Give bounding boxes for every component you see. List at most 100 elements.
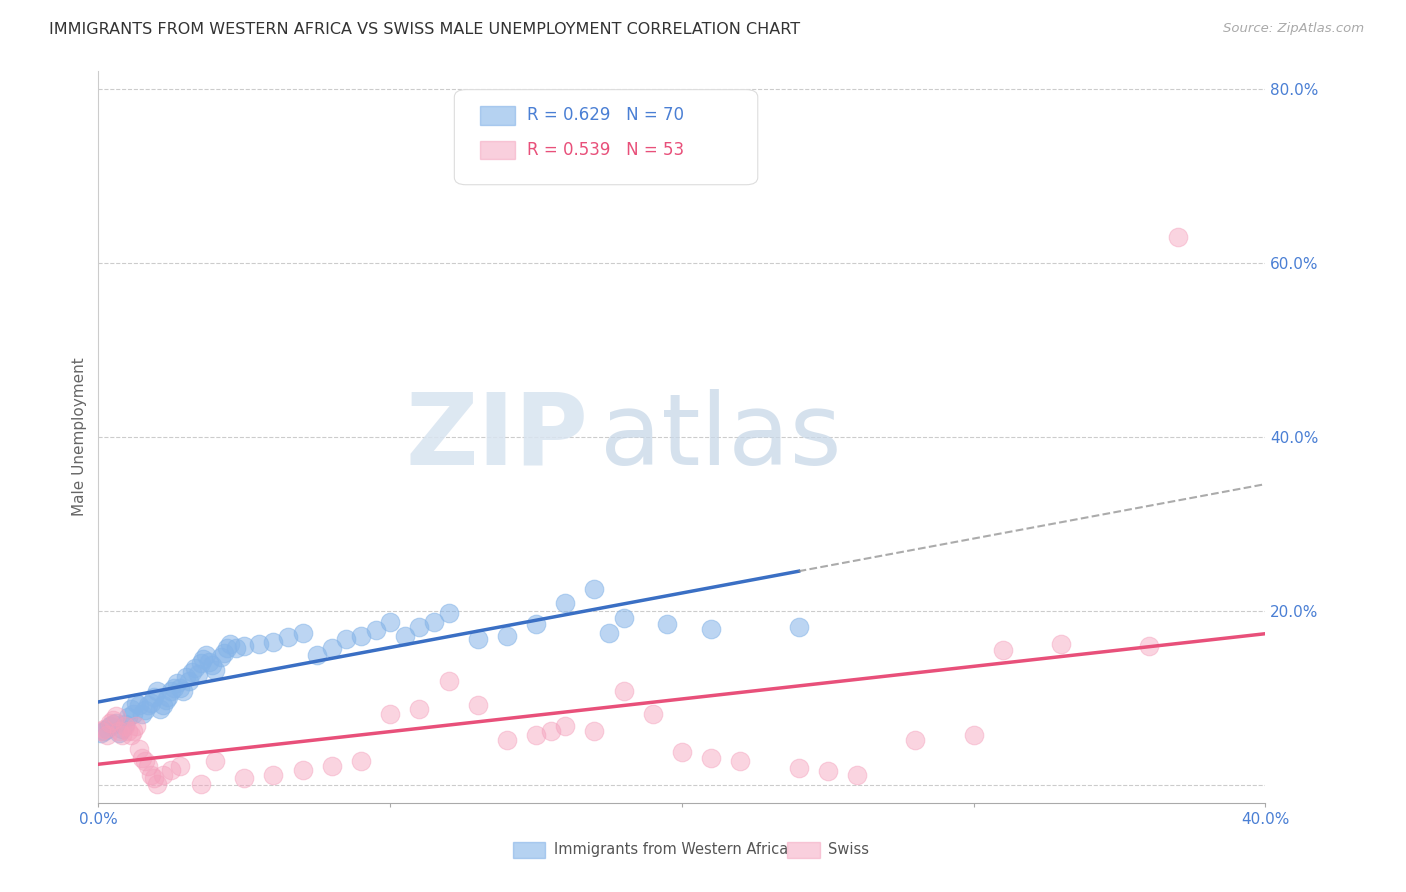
Point [101, 713, 124, 727]
Point [380, 615, 402, 629]
Point [225, 640, 247, 655]
Point [817, 764, 839, 779]
Point [93, 724, 115, 739]
Point [146, 777, 169, 791]
Point [233, 639, 256, 653]
Point [641, 706, 664, 721]
Point [169, 681, 191, 695]
Point [146, 684, 169, 698]
FancyBboxPatch shape [787, 841, 820, 858]
Point [131, 706, 153, 721]
Point [350, 629, 373, 643]
Point [962, 728, 984, 742]
Point [136, 698, 159, 713]
Point [134, 704, 156, 718]
Point [787, 761, 810, 775]
Point [846, 768, 869, 782]
FancyBboxPatch shape [479, 141, 515, 159]
Point [195, 648, 218, 662]
Point [423, 615, 446, 629]
Point [134, 754, 156, 768]
Point [321, 640, 343, 655]
Point [198, 655, 221, 669]
Point [364, 624, 387, 638]
Point [108, 726, 131, 740]
Point [408, 702, 430, 716]
Point [174, 669, 197, 683]
Y-axis label: Male Unemployment: Male Unemployment [72, 358, 87, 516]
Point [136, 759, 159, 773]
Text: R = 0.629   N = 70: R = 0.629 N = 70 [527, 106, 683, 124]
Point [177, 673, 200, 688]
Point [111, 728, 134, 742]
Point [437, 606, 460, 620]
Point [291, 626, 314, 640]
Point [160, 763, 183, 777]
Point [1050, 637, 1073, 651]
Point [380, 706, 402, 721]
Text: R = 0.539   N = 53: R = 0.539 N = 53 [527, 141, 683, 159]
Point [583, 582, 606, 597]
Point [96, 728, 118, 742]
Point [904, 733, 927, 747]
Point [131, 750, 153, 764]
Point [128, 698, 150, 713]
Point [122, 706, 145, 721]
Point [104, 708, 127, 723]
Point [671, 745, 693, 759]
Text: ZIP: ZIP [406, 389, 589, 485]
Point [321, 759, 343, 773]
Point [93, 722, 115, 736]
Point [262, 768, 284, 782]
Point [98, 715, 121, 730]
Point [496, 733, 519, 747]
Point [163, 681, 186, 695]
FancyBboxPatch shape [479, 106, 515, 125]
Point [209, 649, 232, 664]
Point [524, 617, 547, 632]
Point [233, 772, 256, 786]
Point [1137, 639, 1160, 653]
Point [117, 710, 139, 724]
Point [787, 620, 810, 634]
Point [190, 777, 212, 791]
Point [114, 717, 136, 731]
Point [730, 754, 752, 768]
Point [172, 684, 194, 698]
Point [117, 724, 139, 739]
Point [139, 696, 162, 710]
Point [190, 657, 212, 671]
Point [120, 728, 142, 742]
Point [183, 661, 205, 675]
Point [104, 715, 127, 730]
Point [583, 724, 606, 739]
Point [169, 759, 191, 773]
Point [152, 698, 174, 713]
Point [612, 611, 634, 625]
Point [212, 646, 235, 660]
Point [496, 629, 519, 643]
Point [247, 637, 270, 651]
Point [204, 754, 226, 768]
Point [291, 763, 314, 777]
Point [108, 724, 131, 739]
Point [166, 675, 188, 690]
Point [612, 684, 634, 698]
Point [215, 640, 238, 655]
Point [101, 717, 124, 731]
Text: IMMIGRANTS FROM WESTERN AFRICA VS SWISS MALE UNEMPLOYMENT CORRELATION CHART: IMMIGRANTS FROM WESTERN AFRICA VS SWISS … [49, 22, 800, 37]
Point [277, 631, 299, 645]
Text: atlas: atlas [600, 389, 842, 485]
Point [96, 722, 118, 736]
Text: Immigrants from Western Africa: Immigrants from Western Africa [554, 842, 787, 857]
Point [187, 667, 209, 681]
FancyBboxPatch shape [513, 841, 546, 858]
Point [201, 658, 224, 673]
Point [408, 620, 430, 634]
Point [437, 673, 460, 688]
Point [991, 643, 1014, 657]
Point [114, 719, 136, 733]
Text: Source: ZipAtlas.com: Source: ZipAtlas.com [1223, 22, 1364, 36]
Point [98, 719, 121, 733]
Point [262, 634, 284, 648]
